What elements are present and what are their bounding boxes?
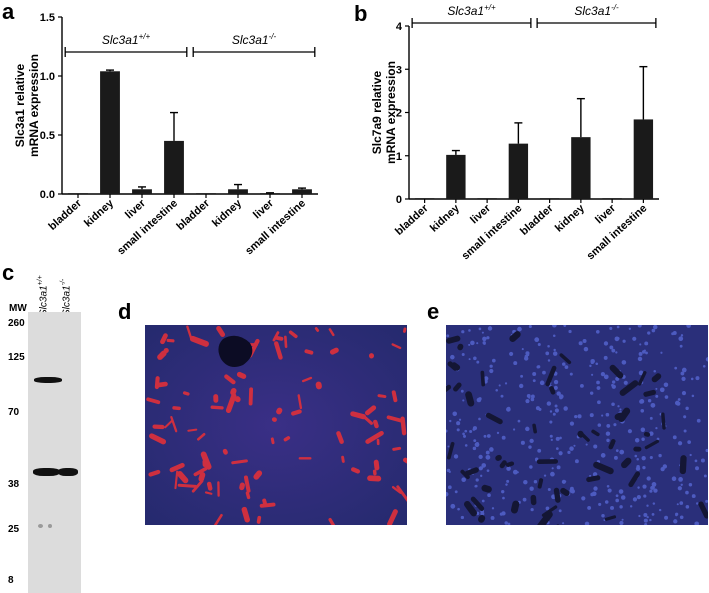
mw-label-125: 125 [8, 352, 25, 363]
chart-b-bar [414, 198, 435, 199]
blot-band-dimer-wt [34, 377, 62, 383]
micrograph-knockout [446, 325, 708, 525]
chart-a-bar [164, 140, 184, 194]
micrograph-wildtype [145, 325, 407, 525]
chart-b-bar [477, 198, 497, 199]
chart-b-group-label: Slc3a1-/- [574, 3, 619, 18]
chart-b-bar [633, 119, 654, 199]
chart-a-bar [228, 189, 248, 194]
chart-b-bar [539, 198, 560, 199]
panel-letter-a: a [2, 0, 15, 24]
blot-faint-band-2 [48, 524, 52, 528]
chart-a-bar [260, 193, 280, 194]
chart-b-ylabel-line: Slc7a9 relative [370, 70, 384, 154]
chart-a-xtick-label: liver [123, 197, 148, 222]
chart-b-group-label: Slc3a1+/+ [447, 3, 496, 18]
chart-a-slc3a1: 0.0 0.5 1.0 1.5 Slc3a1 relative mRNA expressi… [13, 12, 318, 257]
chart-a-bar [196, 193, 216, 194]
chart-a-ytick-label: 0.0 [40, 189, 55, 201]
chart-b-bar [446, 154, 466, 199]
chart-a-xtick-label: liver [251, 197, 276, 222]
mw-label-8: 8 [8, 575, 14, 586]
chart-b-xtick-label: bladder [518, 202, 556, 238]
lane-label-knockout: Slc3a1-/- [60, 278, 73, 316]
chart-b-xtick-label: liver [593, 202, 618, 227]
chart-b-ytick-label: 3 [396, 64, 402, 76]
chart-b-xtick-label: liver [468, 202, 493, 227]
mw-title: MW [9, 303, 27, 314]
mw-label-25: 25 [8, 524, 20, 535]
chart-b-ytick-label: 1 [396, 151, 402, 163]
panel-letter-e: e [427, 299, 440, 324]
chart-a-bar [292, 189, 312, 194]
blot-band-monomer-ko [58, 468, 78, 476]
western-blot-membrane [28, 312, 81, 593]
chart-a-xtick-label: bladder [46, 197, 84, 233]
chart-a-xtick-label: bladder [174, 197, 212, 233]
chart-b-bar [508, 143, 529, 199]
chart-b-ytick-label: 0 [396, 194, 402, 206]
blot-band-monomer-wt [33, 468, 60, 476]
mw-label-38: 38 [8, 479, 20, 490]
panel-letter-d: d [118, 299, 132, 324]
chart-a-xtick-label: kidney [210, 197, 245, 230]
chart-b-slc7a9: 0 1 2 3 4 Slc7a9 relative mRNA expression bladd… [370, 3, 659, 262]
chart-b-ytick-label: 4 [396, 21, 403, 33]
chart-a-ytick-label: 1.0 [40, 71, 55, 83]
chart-a-bar [100, 71, 120, 194]
panel-letter-b: b [354, 1, 368, 26]
chart-a-group-label: Slc3a1+/+ [102, 32, 151, 47]
mw-label-70: 70 [8, 407, 20, 418]
chart-a-ytick-label: 0.5 [40, 130, 55, 142]
chart-a-group-label: Slc3a1-/- [232, 32, 277, 47]
chart-a-xtick-label: kidney [82, 197, 117, 230]
chart-a-ylabel-line: mRNA expression [27, 54, 41, 157]
chart-a-bar [68, 193, 88, 194]
chart-b-xtick-label: kidney [428, 202, 463, 235]
chart-a-ytick-label: 1.5 [40, 12, 55, 24]
chart-b-xtick-label: kidney [553, 202, 588, 235]
chart-b-ytick-label: 2 [396, 108, 402, 120]
chart-b-xtick-label: bladder [393, 202, 431, 238]
mw-label-260: 260 [8, 318, 25, 329]
chart-a-ylabel-line: Slc3a1 relative [13, 63, 27, 147]
blot-faint-band-1 [38, 524, 43, 528]
chart-b-bar [602, 198, 622, 199]
chart-b-ylabel-line: mRNA expression [384, 61, 398, 164]
chart-a-bar [132, 189, 152, 194]
panel-letter-c: c [2, 260, 15, 285]
chart-b-bar [571, 137, 591, 199]
lane-label-wildtype: Slc3a1+/+ [37, 275, 50, 316]
micrograph-dark-vessel [218, 335, 253, 367]
